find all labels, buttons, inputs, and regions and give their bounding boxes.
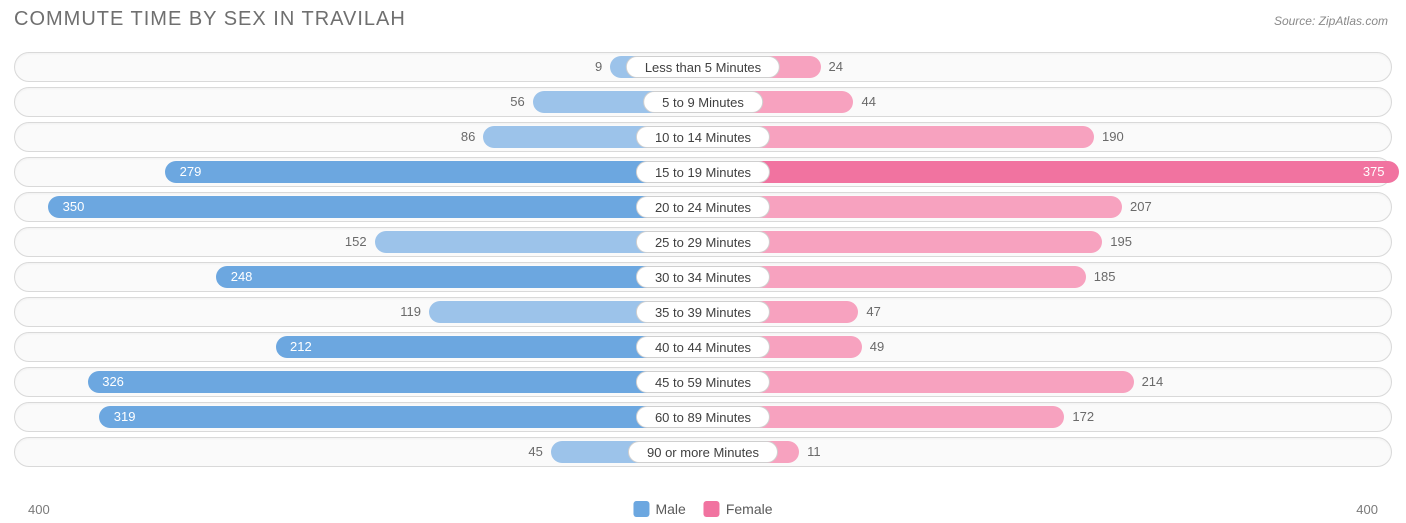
value-label-female: 47 xyxy=(866,301,880,323)
category-pill: 90 or more Minutes xyxy=(628,441,778,463)
value-label-male: 319 xyxy=(114,406,136,428)
category-pill: 35 to 39 Minutes xyxy=(636,301,770,323)
value-label-female: 190 xyxy=(1102,126,1124,148)
axis-max-right: 400 xyxy=(1356,502,1378,517)
legend-item: Male xyxy=(633,501,685,517)
bar-male xyxy=(48,196,703,218)
bar-male xyxy=(88,371,703,393)
chart-row: 60 to 89 Minutes 319 172 xyxy=(14,402,1392,432)
chart-title: COMMUTE TIME BY SEX IN TRAVILAH xyxy=(14,8,406,31)
bar-female xyxy=(703,161,1399,183)
category-pill: 15 to 19 Minutes xyxy=(636,161,770,183)
legend-item: Female xyxy=(704,501,773,517)
legend-swatch xyxy=(704,501,720,517)
legend: Male Female xyxy=(633,501,772,517)
value-label-male: 45 xyxy=(528,441,542,463)
chart-row: 90 or more Minutes 45 11 xyxy=(14,437,1392,467)
chart-row: 15 to 19 Minutes 279 375 xyxy=(14,157,1392,187)
value-label-female: 214 xyxy=(1142,371,1164,393)
value-label-male: 119 xyxy=(400,301,421,323)
chart-row: 10 to 14 Minutes 86 190 xyxy=(14,122,1392,152)
category-pill: 10 to 14 Minutes xyxy=(636,126,770,148)
value-label-male: 152 xyxy=(345,231,367,253)
value-label-male: 9 xyxy=(595,56,602,78)
category-pill: 30 to 34 Minutes xyxy=(636,266,770,288)
bar-male xyxy=(216,266,703,288)
value-label-female: 49 xyxy=(870,336,884,358)
chart-row: 45 to 59 Minutes 326 214 xyxy=(14,367,1392,397)
category-pill: Less than 5 Minutes xyxy=(626,56,780,78)
value-label-male: 212 xyxy=(290,336,312,358)
category-pill: 25 to 29 Minutes xyxy=(636,231,770,253)
chart-row: 25 to 29 Minutes 152 195 xyxy=(14,227,1392,257)
legend-swatch xyxy=(633,501,649,517)
value-label-female: 44 xyxy=(861,91,875,113)
category-pill: 20 to 24 Minutes xyxy=(636,196,770,218)
value-label-male: 326 xyxy=(102,371,124,393)
axis-max-left: 400 xyxy=(28,502,50,517)
value-label-male: 56 xyxy=(510,91,524,113)
chart-row: 35 to 39 Minutes 119 47 xyxy=(14,297,1392,327)
category-pill: 60 to 89 Minutes xyxy=(636,406,770,428)
value-label-female: 172 xyxy=(1072,406,1094,428)
category-pill: 45 to 59 Minutes xyxy=(636,371,770,393)
value-label-female: 185 xyxy=(1094,266,1116,288)
legend-label: Female xyxy=(726,501,773,517)
value-label-male: 279 xyxy=(180,161,202,183)
chart-row: 30 to 34 Minutes 248 185 xyxy=(14,262,1392,292)
chart-area: Less than 5 Minutes 9 24 5 to 9 Minutes 56 44… xyxy=(14,52,1392,495)
value-label-female: 11 xyxy=(807,441,821,463)
chart-row: 20 to 24 Minutes 350 207 xyxy=(14,192,1392,222)
value-label-male: 350 xyxy=(63,196,85,218)
value-label-male: 248 xyxy=(231,266,253,288)
chart-row: 40 to 44 Minutes 212 49 xyxy=(14,332,1392,362)
value-label-female: 195 xyxy=(1110,231,1132,253)
value-label-male: 86 xyxy=(461,126,475,148)
value-label-female: 24 xyxy=(829,56,843,78)
legend-label: Male xyxy=(655,501,685,517)
category-pill: 40 to 44 Minutes xyxy=(636,336,770,358)
chart-row: Less than 5 Minutes 9 24 xyxy=(14,52,1392,82)
source-attribution: Source: ZipAtlas.com xyxy=(1274,14,1388,28)
category-pill: 5 to 9 Minutes xyxy=(643,91,763,113)
chart-row: 5 to 9 Minutes 56 44 xyxy=(14,87,1392,117)
bar-male xyxy=(165,161,703,183)
value-label-female: 375 xyxy=(1363,161,1385,183)
bar-male xyxy=(99,406,703,428)
value-label-female: 207 xyxy=(1130,196,1152,218)
